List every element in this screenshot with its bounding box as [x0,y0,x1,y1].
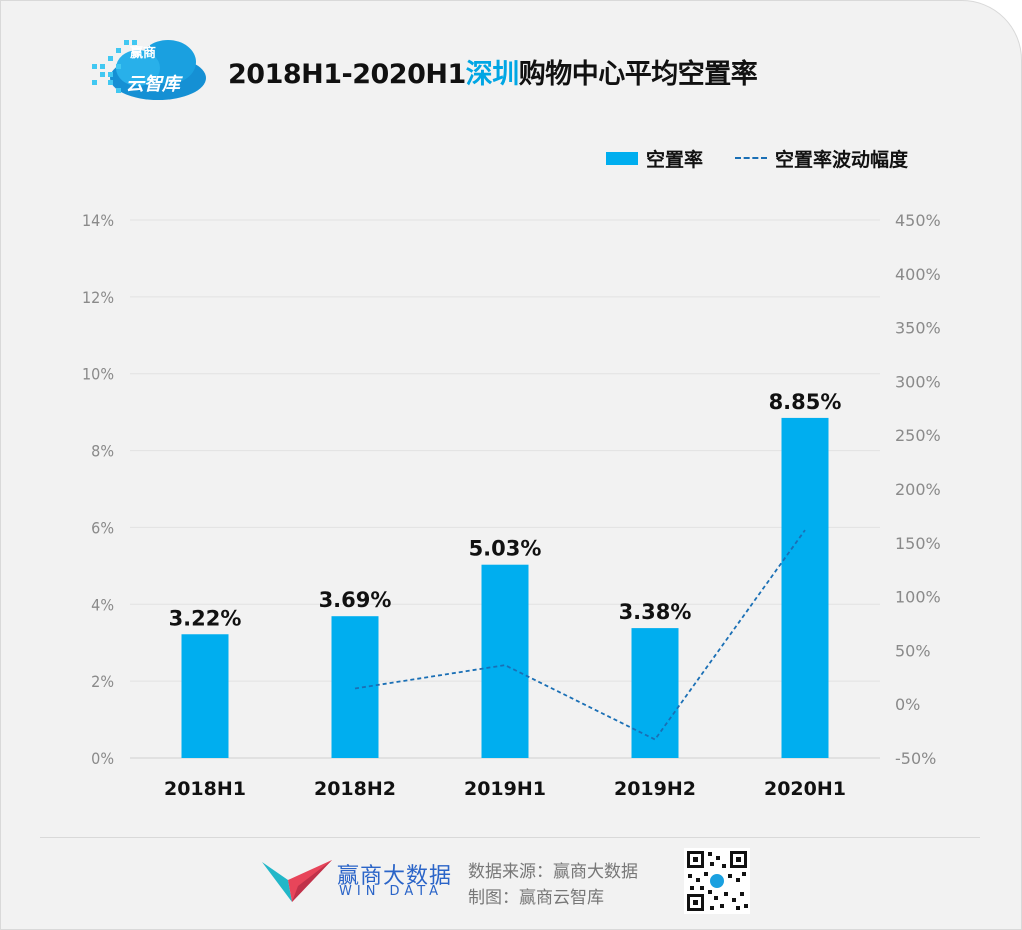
bar [331,616,379,758]
windata-logo-icon [262,860,332,902]
bar-value-label: 3.69% [319,588,392,612]
footer-divider [40,837,980,838]
bar [781,417,829,758]
right-axis-tick-label: 450% [895,211,941,230]
brand-name-cn: 赢商大数据 [337,864,453,889]
bar-value-label: 3.38% [619,600,692,624]
left-axis-tick-label: 12% [82,288,114,307]
cloud-icon [92,40,206,100]
chart-title: 2018H1-2020H1深圳购物中心平均空置率 [228,52,758,91]
title-highlight-city: 深圳 [465,59,520,90]
right-axis-tick-label: 350% [895,319,941,338]
source-line: 数据来源：赢商大数据 [468,862,638,882]
x-axis-category-label: 2018H2 [314,778,396,800]
bar [181,634,229,758]
chart-legend: 空置率 空置率波动幅度 [606,146,909,171]
bar-value-label: 3.22% [169,606,242,630]
bar [631,628,679,758]
right-axis-tick-label: 0% [895,695,920,714]
left-axis-tick-label: 8% [91,442,114,461]
brand-name-en: WIN DATA [339,884,444,899]
left-axis-tick-label: 2% [91,672,114,691]
right-axis-tick-label: 100% [895,588,941,607]
data-source-note: 数据来源：赢商大数据 制图：赢商云智库 [468,859,638,911]
x-axis-category-label: 2018H1 [164,778,246,800]
made-by-line: 制图：赢商云智库 [468,888,604,908]
left-axis-tick-label: 6% [91,518,114,537]
qr-code-icon [684,848,750,914]
left-axis-tick-label: 0% [91,749,114,768]
legend-line-swatch [735,157,768,159]
logo-text-main: 云智库 [126,74,180,95]
left-axis-tick-label: 10% [82,365,114,384]
bar-value-label: 5.03% [469,537,542,561]
right-axis-tick-label: -50% [895,749,936,768]
right-axis-tick-label: 50% [895,641,931,660]
x-axis-category-label: 2019H1 [464,778,546,800]
left-axis-tick-label: 14% [82,211,114,230]
yingshang-cloud-logo: 赢商 云智库 [86,34,210,104]
legend-line-label: 空置率波动幅度 [775,148,909,171]
right-axis-tick-label: 300% [895,372,941,391]
right-axis-tick-label: 200% [895,480,941,499]
title-suffix: 购物中心平均空置率 [518,59,758,90]
fluctuation-line [354,529,806,741]
combo-chart: 0% 2% 4% 6% 8% 10% 12% 14% -50% 0% 50% 100% 150% 200%… [82,211,941,800]
legend-bar-swatch [606,151,638,165]
x-axis-category-label: 2020H1 [764,778,846,800]
logo-text-top: 赢商 [130,46,157,61]
left-axis-tick-label: 4% [91,595,114,614]
right-axis-tick-label: 250% [895,426,941,445]
bar-value-label: 8.85% [769,390,842,414]
legend-bar-label: 空置率 [646,148,704,171]
bar [481,564,529,758]
right-axis-tick-label: 400% [895,265,941,284]
right-axis-tick-label: 150% [895,534,941,553]
title-prefix: 2018H1-2020H1 [228,59,466,90]
x-axis-category-label: 2019H2 [614,778,696,800]
